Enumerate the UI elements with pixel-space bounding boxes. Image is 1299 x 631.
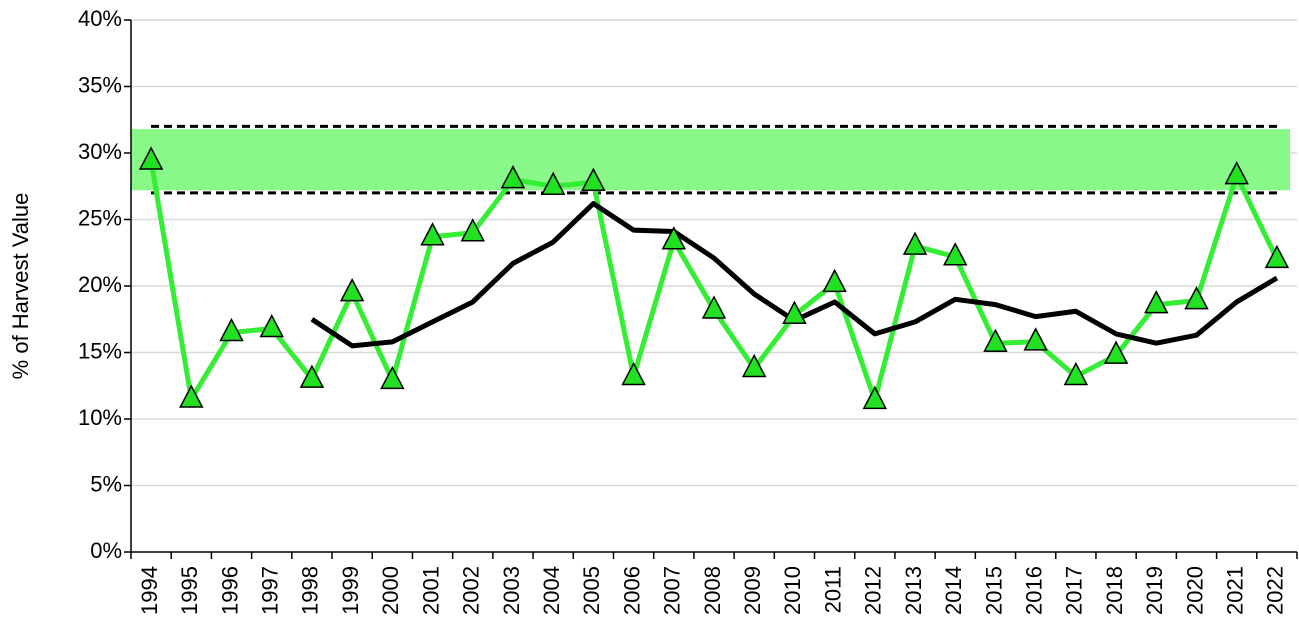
- x-tick-label: 2022: [1263, 566, 1288, 615]
- x-tick-label: 2001: [418, 566, 443, 615]
- point-marker: [339, 278, 365, 302]
- x-tick-label: 2009: [740, 566, 765, 615]
- point-marker: [902, 231, 928, 255]
- point-marker: [862, 385, 888, 410]
- x-tick-label: 1994: [137, 566, 162, 615]
- x-tick-label: 2007: [660, 566, 685, 615]
- point-marker: [1063, 361, 1089, 386]
- point-marker: [259, 313, 284, 338]
- point-marker: [581, 167, 606, 192]
- y-axis-label: % of Harvest Value: [8, 193, 33, 380]
- point-marker: [1144, 290, 1169, 314]
- x-tick-label: 2010: [780, 566, 805, 615]
- point-marker: [219, 317, 244, 342]
- target-band: [131, 129, 1290, 191]
- x-tick-label: 2011: [820, 566, 845, 613]
- point-marker: [540, 171, 566, 195]
- x-tick-label: 1999: [338, 566, 363, 615]
- point-marker: [782, 300, 807, 325]
- x-tick-label: 2005: [579, 566, 604, 615]
- x-tick-label: 2017: [1062, 566, 1087, 615]
- x-tick-label: 2008: [700, 566, 725, 615]
- x-tick-label: 2014: [941, 566, 966, 615]
- x-tick-label: 1995: [177, 566, 202, 615]
- x-tick-label: 2004: [539, 566, 564, 615]
- point-marker: [1023, 327, 1048, 351]
- point-marker: [1224, 160, 1249, 185]
- x-tick-label: 2012: [861, 566, 886, 615]
- point-marker: [943, 242, 968, 266]
- x-tick-label: 2019: [1142, 566, 1167, 615]
- x-tick-label: 2003: [499, 566, 524, 615]
- x-tick-label: 2015: [981, 566, 1006, 615]
- point-marker: [380, 365, 405, 390]
- y-tick-label: 0%: [90, 538, 122, 563]
- y-tick-label: 10%: [78, 405, 122, 430]
- point-marker: [460, 218, 485, 242]
- point-marker: [420, 222, 445, 246]
- x-tick-label: 2013: [901, 566, 926, 615]
- x-tick-label: 2018: [1102, 566, 1127, 615]
- x-tick-label: 1996: [217, 566, 242, 615]
- point-marker: [661, 226, 687, 250]
- y-tick-label: 35%: [78, 72, 122, 97]
- point-marker: [138, 146, 164, 170]
- x-tick-label: 2020: [1182, 566, 1207, 615]
- point-marker: [1184, 286, 1209, 310]
- y-tick-label: 30%: [78, 139, 122, 164]
- point-marker: [741, 353, 767, 378]
- y-tick-label: 40%: [78, 6, 122, 31]
- series-line: [148, 160, 1280, 403]
- point-marker: [1103, 340, 1129, 364]
- point-marker: [983, 328, 1008, 352]
- x-tick-label: 1998: [298, 566, 323, 615]
- x-tick-label: 2016: [1021, 566, 1046, 615]
- y-tick-label: 5%: [90, 471, 122, 496]
- point-marker: [179, 384, 204, 408]
- x-tick-label: 2000: [378, 566, 403, 615]
- x-tick-label: 2021: [1223, 566, 1248, 615]
- y-tick-label: 15%: [78, 338, 122, 363]
- point-marker: [299, 364, 325, 388]
- x-tick-label: 2006: [619, 566, 644, 615]
- y-tick-label: 25%: [78, 205, 122, 230]
- point-marker: [500, 164, 526, 189]
- y-tick-label: 20%: [78, 272, 122, 297]
- point-marker: [1264, 244, 1290, 269]
- x-tick-label: 2002: [459, 566, 484, 615]
- x-tick-label: 1997: [258, 566, 283, 615]
- point-marker: [701, 295, 727, 319]
- point-marker: [822, 268, 847, 293]
- point-marker: [621, 361, 646, 386]
- series-line: [310, 201, 1279, 349]
